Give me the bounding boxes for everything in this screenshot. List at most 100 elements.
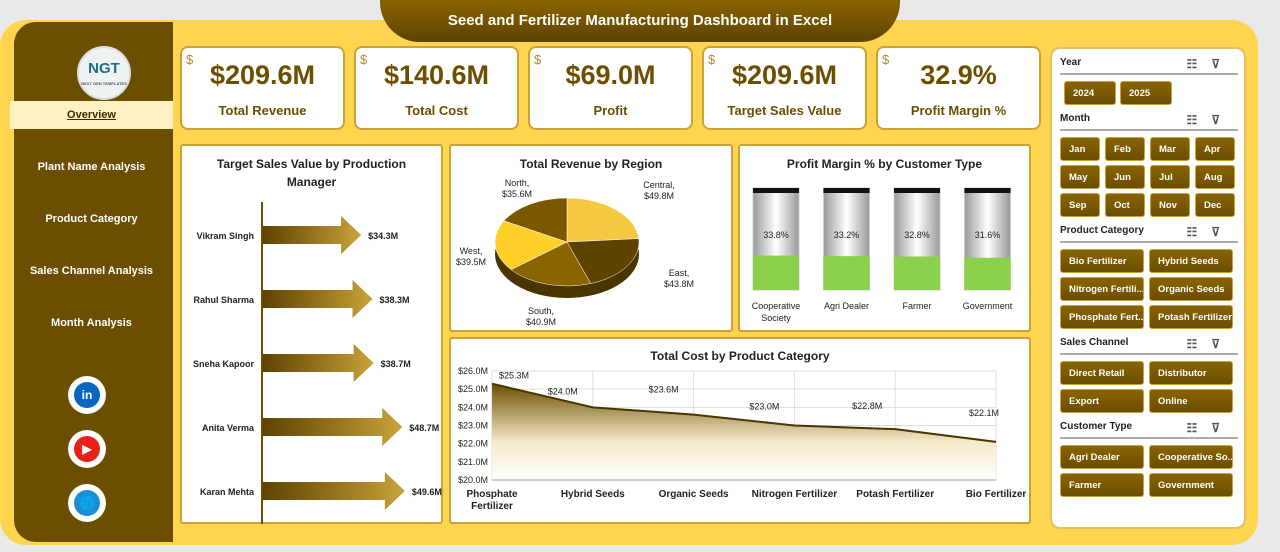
- pie-value: $49.8M: [644, 191, 674, 201]
- x-tick-label: Bio Fertilizer: [966, 489, 1027, 500]
- kpi-card: $ $209.6M Target Sales Value: [702, 46, 867, 130]
- total-cost-area-chart: $20.0M $21.0M $22.0M $23.0M $24.0M $25.0M $26.…: [458, 366, 1027, 512]
- chart-revenue-region-panel: Total Revenue by Region Central, $49.8M Ea…: [449, 144, 733, 332]
- pie-value: $40.9M: [526, 317, 556, 327]
- slicer-button[interactable]: Agri Dealer: [1060, 445, 1144, 469]
- slicer-button[interactable]: Hybrid Seeds: [1149, 249, 1233, 273]
- slicer-button[interactable]: Potash Fertilizer: [1149, 305, 1233, 329]
- data-label: $23.0M: [749, 402, 779, 412]
- slicer-button[interactable]: Jul: [1150, 165, 1190, 189]
- data-label: $23.6M: [649, 385, 679, 395]
- target-money-icon: $: [708, 52, 716, 67]
- slicer-button[interactable]: Apr: [1195, 137, 1235, 161]
- slicer-button[interactable]: Dec: [1195, 193, 1235, 217]
- globe-button[interactable]: 🌐: [68, 484, 106, 522]
- pie-label: West,: [460, 246, 483, 256]
- slicer-header-year: Year ☷⊽: [1060, 57, 1238, 75]
- slicer-title: Product Category: [1060, 225, 1144, 236]
- category-label: Rahul Sharma: [193, 295, 255, 305]
- multi-select-icon[interactable]: ☷: [1186, 421, 1212, 435]
- slicer-button[interactable]: Distributor: [1149, 361, 1233, 385]
- category-label: Government: [963, 301, 1013, 311]
- slicer-button[interactable]: Feb: [1105, 137, 1145, 161]
- chart-title: Target Sales Value by Production Manager: [216, 157, 407, 189]
- youtube-button[interactable]: ▶: [68, 430, 106, 468]
- clear-filter-icon[interactable]: ⊽: [1211, 337, 1234, 351]
- slicer-button[interactable]: May: [1060, 165, 1100, 189]
- data-label: 31.6%: [975, 230, 1001, 240]
- profit-margin-chart: 33.8% Cooperative Society 33.2% Agri Dealer 3…: [752, 187, 1013, 323]
- kpi-card: $ $209.6M Total Revenue: [180, 46, 345, 130]
- slicer-button[interactable]: Nov: [1150, 193, 1190, 217]
- kpi-card: $ $69.0M Profit: [528, 46, 693, 130]
- slicer-button[interactable]: Cooperative So...: [1149, 445, 1233, 469]
- slicer-button[interactable]: Government: [1149, 473, 1233, 497]
- sidebar-item-plant-name-analysis[interactable]: Plant Name Analysis: [37, 161, 146, 173]
- bar-arrow: [263, 472, 405, 510]
- slicer-button[interactable]: Aug: [1195, 165, 1235, 189]
- kpi-value: $209.6M: [209, 60, 316, 90]
- pie-slice-central: [566, 197, 640, 243]
- sidebar-item-overview[interactable]: Overview: [10, 101, 173, 129]
- slicer-button[interactable]: Phosphate Fert...: [1060, 305, 1144, 329]
- chart-total-cost-panel: Total Cost by Product Category $20.0M $21…: [449, 337, 1031, 524]
- data-label: $38.7M: [381, 359, 411, 369]
- revenue-region-pie: Central,$49.8M East,$43.8M South,$40.9M Wes…: [456, 178, 694, 327]
- slicer-button[interactable]: Online: [1149, 389, 1233, 413]
- clear-filter-icon[interactable]: ⊽: [1211, 113, 1234, 127]
- multi-select-icon[interactable]: ☷: [1186, 57, 1212, 71]
- slicer-button[interactable]: Nitrogen Fertili...: [1060, 277, 1144, 301]
- slicer-button[interactable]: 2025: [1120, 81, 1172, 105]
- pie-label: East,: [669, 268, 690, 278]
- data-label: $38.3M: [380, 295, 410, 305]
- kpi-label: Target Sales Value: [727, 103, 842, 118]
- slicer-button[interactable]: Oct: [1105, 193, 1145, 217]
- bar-cap: [894, 188, 940, 193]
- sidebar-item-product-category[interactable]: Product Category: [45, 213, 138, 225]
- chart-title: Profit Margin % by Customer Type: [786, 157, 983, 171]
- sidebar-item-month-analysis[interactable]: Month Analysis: [51, 317, 132, 329]
- slicer-title: Month: [1060, 113, 1090, 124]
- category-label: Vikram Singh: [197, 231, 254, 241]
- kpi-label: Total Cost: [405, 103, 468, 118]
- multi-select-icon[interactable]: ☷: [1186, 337, 1212, 351]
- coins-icon: $: [882, 52, 890, 67]
- globe-icon: 🌐: [74, 490, 100, 516]
- slicer-button[interactable]: Jan: [1060, 137, 1100, 161]
- slicer-button[interactable]: Organic Seeds: [1149, 277, 1233, 301]
- data-label: 33.8%: [763, 230, 789, 240]
- bar-cap: [823, 188, 870, 193]
- slicer-button[interactable]: Direct Retail: [1060, 361, 1144, 385]
- chart-title: Total Cost by Product Category: [650, 349, 830, 363]
- data-label: $22.1M: [969, 408, 999, 418]
- x-tick-label: Hybrid Seeds: [561, 489, 625, 500]
- data-label: $49.6M: [412, 487, 442, 497]
- slicer-button[interactable]: Export: [1060, 389, 1144, 413]
- clear-filter-icon[interactable]: ⊽: [1211, 421, 1234, 435]
- slicer-button[interactable]: Mar: [1150, 137, 1190, 161]
- clear-filter-icon[interactable]: ⊽: [1211, 225, 1234, 239]
- kpi-value: 32.9%: [920, 60, 997, 90]
- target-sales-chart: Vikram Singh $34.3M Rahul Sharma $38.3M Sneh…: [193, 202, 442, 524]
- multi-select-icon[interactable]: ☷: [1186, 225, 1212, 239]
- clear-filter-icon[interactable]: ⊽: [1211, 57, 1234, 71]
- slicer-button[interactable]: Farmer: [1060, 473, 1144, 497]
- bar-arrow: [263, 280, 373, 318]
- slicer-button[interactable]: Jun: [1105, 165, 1145, 189]
- kpi-label: Total Revenue: [218, 103, 307, 118]
- slicer-title: Sales Channel: [1060, 337, 1129, 348]
- category-label: Karan Mehta: [200, 487, 255, 497]
- linkedin-button[interactable]: in: [68, 376, 106, 414]
- y-tick-label: $21.0M: [458, 457, 488, 467]
- slicer-button[interactable]: 2024: [1064, 81, 1116, 105]
- bar-arrow: [263, 216, 362, 254]
- kpi-card: $32.9% Profit Margin %: [876, 46, 1041, 130]
- data-label: $24.0M: [548, 386, 578, 396]
- cash-icon: $: [360, 52, 368, 67]
- slicer-button[interactable]: Sep: [1060, 193, 1100, 217]
- slicer-button[interactable]: Bio Fertilizer: [1060, 249, 1144, 273]
- data-label: $34.3M: [368, 231, 398, 241]
- multi-select-icon[interactable]: ☷: [1186, 113, 1212, 127]
- slicer-panel: Year ☷⊽ 2024 2025 Month ☷⊽ Jan Feb Mar Apr May Jun J…: [1050, 47, 1246, 529]
- sidebar-item-sales-channel-analysis[interactable]: Sales Channel Analysis: [29, 265, 154, 277]
